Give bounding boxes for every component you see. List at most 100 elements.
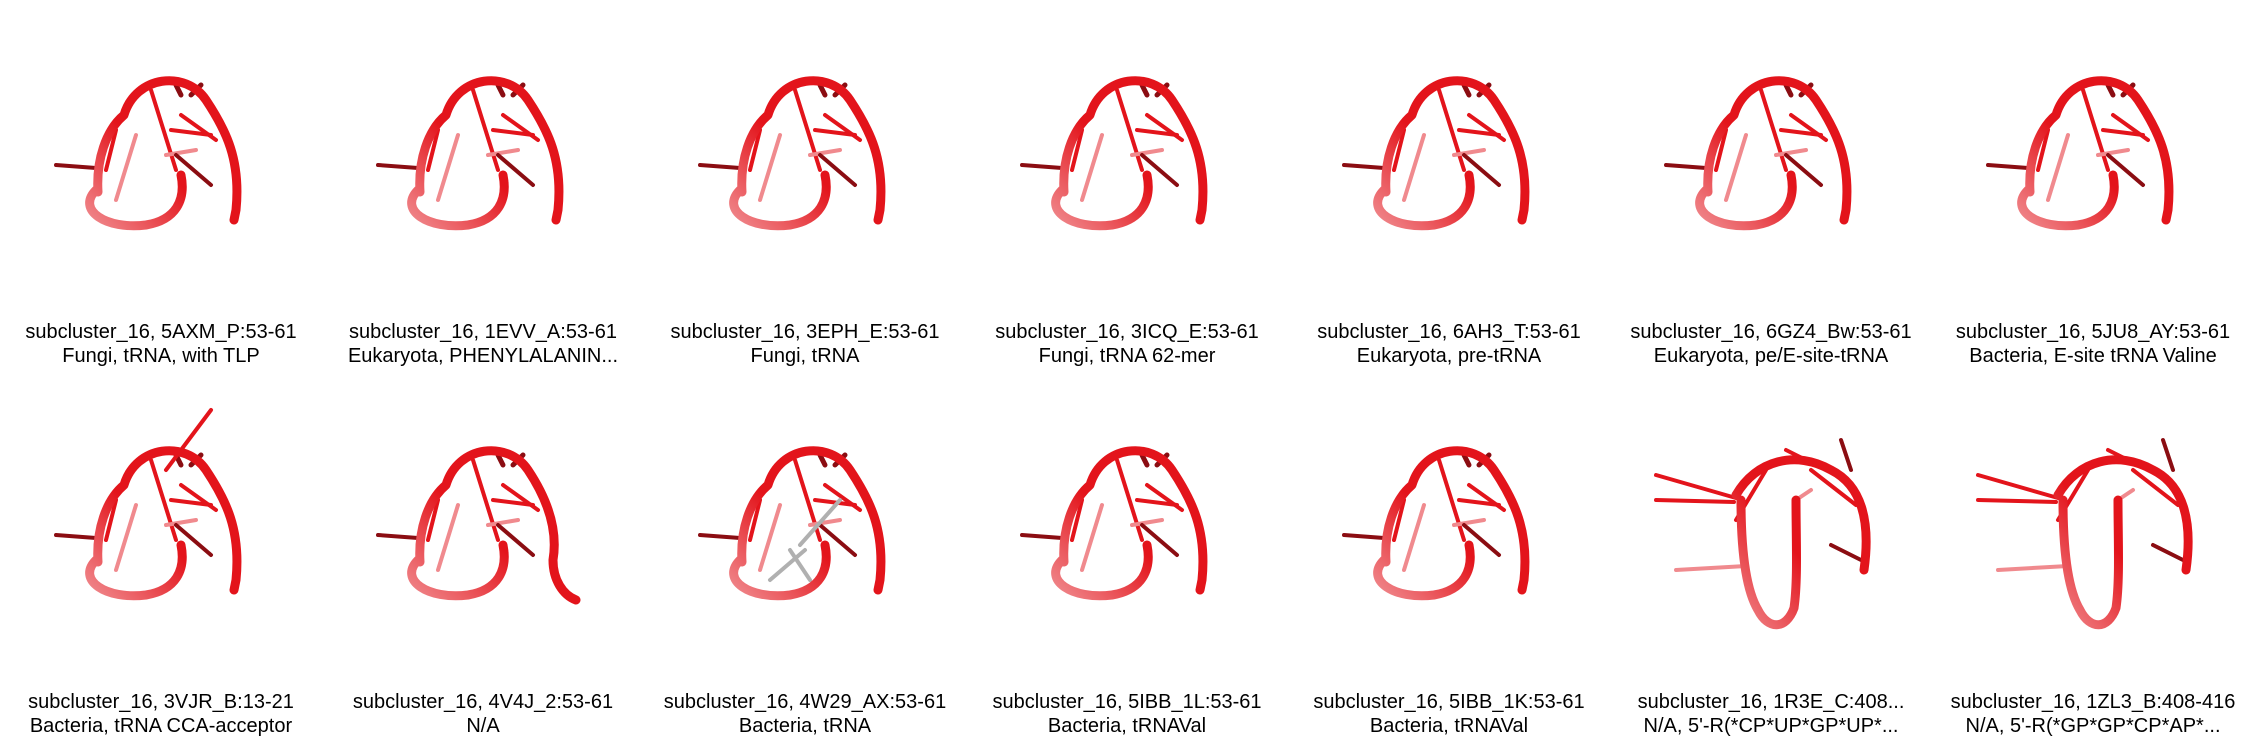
nucleotide-stick xyxy=(2048,135,2068,200)
rna-model xyxy=(1022,81,1203,226)
structure-subtitle: Bacteria, tRNA CCA-acceptor xyxy=(0,714,322,738)
structure-title: subcluster_16, 1ZL3_B:408-416 xyxy=(1932,690,2254,714)
structure-subtitle: Bacteria, E-site tRNA Valine xyxy=(1932,344,2254,368)
structure-subtitle: N/A, 5'-R(*CP*UP*GP*UP*... xyxy=(1610,714,1932,738)
structure-subtitle: Bacteria, tRNAVal xyxy=(966,714,1288,738)
structure-title: subcluster_16, 5IBB_1L:53-61 xyxy=(966,690,1288,714)
structure-title: subcluster_16, 5IBB_1K:53-61 xyxy=(1288,690,1610,714)
structure-card: subcluster_16, 4W29_AX:53-61 Bacteria, tR… xyxy=(644,370,966,740)
rna-3d-render xyxy=(1968,430,2218,630)
rna-model xyxy=(700,451,881,596)
structure-thumbnail xyxy=(1968,430,2218,630)
nucleotide-stick xyxy=(1469,115,1504,140)
rna-3d-render xyxy=(1002,430,1252,630)
nucleotide-stick xyxy=(1147,115,1182,140)
rna-model xyxy=(1022,451,1203,596)
nucleotide-stick xyxy=(825,485,860,510)
rna-model xyxy=(1344,81,1525,226)
nucleotide-stick xyxy=(2153,545,2183,560)
structure-subtitle: Fungi, tRNA xyxy=(644,344,966,368)
structure-card: subcluster_16, 1EVV_A:53-61 Eukaryota, PH… xyxy=(322,0,644,370)
nucleotide-stick xyxy=(1022,535,1062,538)
structure-title: subcluster_16, 1EVV_A:53-61 xyxy=(322,320,644,344)
structure-thumbnail xyxy=(680,60,930,260)
nucleotide-stick xyxy=(1082,505,1102,570)
nucleotide-stick xyxy=(503,485,538,510)
rna-model xyxy=(378,451,576,600)
rna-3d-render xyxy=(680,430,930,630)
nucleotide-stick xyxy=(116,135,136,200)
structure-subtitle: Fungi, tRNA 62-mer xyxy=(966,344,1288,368)
structure-card: subcluster_16, 5IBB_1K:53-61 Bacteria, tR… xyxy=(1288,370,1610,740)
structure-card: subcluster_16, 5AXM_P:53-61 Fungi, tRNA, … xyxy=(0,0,322,370)
nucleotide-stick xyxy=(825,115,860,140)
structure-card: subcluster_16, 3VJR_B:13-21 Bacteria, tRN… xyxy=(0,370,322,740)
rna-3d-render xyxy=(1324,60,1574,260)
structure-card: subcluster_16, 1R3E_C:408... N/A, 5'-R(*C… xyxy=(1610,370,1932,740)
nucleotide-stick xyxy=(1344,165,1384,168)
nucleotide-stick xyxy=(1469,485,1504,510)
nucleotide-stick xyxy=(56,535,96,538)
nucleotide-stick xyxy=(2113,115,2148,140)
structure-thumbnail xyxy=(1646,60,1896,260)
rna-model xyxy=(1344,451,1525,596)
structure-title: subcluster_16, 3EPH_E:53-61 xyxy=(644,320,966,344)
structure-subtitle: Eukaryota, PHENYLALANIN... xyxy=(322,344,644,368)
structure-subtitle: Eukaryota, pre-tRNA xyxy=(1288,344,1610,368)
rna-3d-render xyxy=(1324,430,1574,630)
nucleotide-stick xyxy=(1841,440,1851,470)
structure-title: subcluster_16, 3ICQ_E:53-61 xyxy=(966,320,1288,344)
nucleotide-stick xyxy=(1998,566,2068,570)
structure-card: subcluster_16, 5IBB_1L:53-61 Bacteria, tR… xyxy=(966,370,1288,740)
structure-thumbnail xyxy=(1324,430,1574,630)
rna-model xyxy=(56,410,237,596)
structure-thumbnail xyxy=(36,60,286,260)
rna-3d-render xyxy=(1968,60,2218,260)
nucleotide-stick xyxy=(56,165,96,168)
rna-model xyxy=(1656,440,1866,625)
structure-thumbnail xyxy=(1646,430,1896,630)
rna-3d-render xyxy=(36,60,286,260)
nucleotide-stick xyxy=(503,115,538,140)
rna-3d-render xyxy=(1646,430,1896,630)
nucleotide-stick xyxy=(760,505,780,570)
nucleotide-stick xyxy=(700,165,740,168)
rna-3d-render xyxy=(36,430,286,630)
structure-title: subcluster_16, 4W29_AX:53-61 xyxy=(644,690,966,714)
nucleotide-stick xyxy=(1831,545,1861,560)
structure-title: subcluster_16, 1R3E_C:408... xyxy=(1610,690,1932,714)
structure-card: subcluster_16, 4V4J_2:53-61 N/A xyxy=(322,370,644,740)
nucleotide-stick xyxy=(1978,475,2058,498)
nucleotide-stick xyxy=(438,135,458,200)
nucleotide-stick xyxy=(1726,135,1746,200)
structure-title: subcluster_16, 6AH3_T:53-61 xyxy=(1288,320,1610,344)
nucleotide-stick xyxy=(760,135,780,200)
rna-model xyxy=(1978,440,2188,625)
rna-model xyxy=(700,81,881,226)
structure-card: subcluster_16, 6AH3_T:53-61 Eukaryota, pr… xyxy=(1288,0,1610,370)
structure-card: subcluster_16, 5JU8_AY:53-61 Bacteria, E-… xyxy=(1932,0,2254,370)
rna-3d-render xyxy=(358,430,608,630)
nucleotide-stick xyxy=(1022,165,1062,168)
structure-thumbnail xyxy=(358,60,608,260)
nucleotide-stick xyxy=(1344,535,1384,538)
rna-3d-render xyxy=(1002,60,1252,260)
structure-title: subcluster_16, 4V4J_2:53-61 xyxy=(322,690,644,714)
structure-card: subcluster_16, 3EPH_E:53-61 Fungi, tRNA xyxy=(644,0,966,370)
structure-title: subcluster_16, 6GZ4_Bw:53-61 xyxy=(1610,320,1932,344)
structure-thumbnail xyxy=(1002,60,1252,260)
structure-card: subcluster_16, 1ZL3_B:408-416 N/A, 5'-R(*… xyxy=(1932,370,2254,740)
structure-card: subcluster_16, 6GZ4_Bw:53-61 Eukaryota, p… xyxy=(1610,0,1932,370)
structure-subtitle: Bacteria, tRNAVal xyxy=(1288,714,1610,738)
structure-subtitle: Bacteria, tRNA xyxy=(644,714,966,738)
nucleotide-stick xyxy=(438,505,458,570)
structure-thumbnail xyxy=(1324,60,1574,260)
nucleotide-stick xyxy=(181,115,216,140)
nucleotide-stick xyxy=(1656,500,1734,502)
nucleotide-stick xyxy=(1676,566,1746,570)
rna-3d-render xyxy=(1646,60,1896,260)
structure-subtitle: N/A, 5'-R(*GP*GP*CP*AP*... xyxy=(1932,714,2254,738)
structure-subtitle: N/A xyxy=(322,714,644,738)
structure-thumbnail xyxy=(1968,60,2218,260)
